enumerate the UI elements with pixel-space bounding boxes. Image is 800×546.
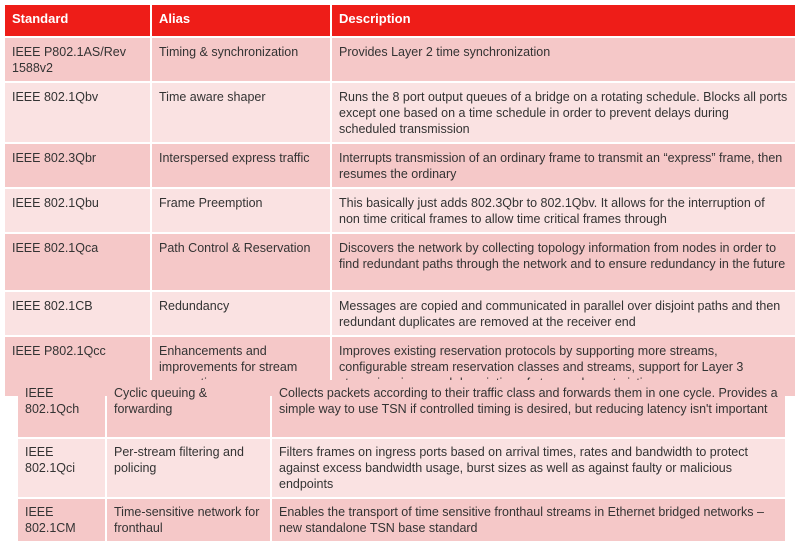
cell-alias: Time aware shaper [152, 83, 330, 142]
cell-standard: IEEE 802.3Qbr [5, 144, 150, 187]
table-row: IEEE 802.3Qbr Interspersed express traffi… [5, 144, 795, 187]
cell-standard: IEEE 802.1CB [5, 292, 150, 335]
table-row: IEEE 802.1Qbu Frame Preemption This basica… [5, 189, 795, 232]
header-standard: Standard [5, 5, 150, 36]
table-row: IEEE P802.1AS/Rev 1588v2 Timing & synchro… [5, 38, 795, 81]
cell-description: Discovers the network by collecting topo… [332, 234, 795, 290]
cell-alias: Frame Preemption [152, 189, 330, 232]
cell-alias: Cyclic queuing & forwarding [107, 380, 270, 437]
cell-alias: Time-sensitive network for fronthaul [107, 499, 270, 541]
table-row: IEEE 802.1Qci Per-stream filtering and po… [18, 439, 785, 497]
table-row: IEEE 802.1CM Time-sensitive network for f… [18, 499, 785, 541]
cell-standard: IEEE 802.1Qbv [5, 83, 150, 142]
cell-description: This basically just adds 802.3Qbr to 802… [332, 189, 795, 232]
cell-standard: IEEE P802.1AS/Rev 1588v2 [5, 38, 150, 81]
cell-description: Collects packets according to their traf… [272, 380, 785, 437]
header-alias: Alias [152, 5, 330, 36]
cell-standard: IEEE 802.1Qbu [5, 189, 150, 232]
cell-description: Interrupts transmission of an ordinary f… [332, 144, 795, 187]
cell-standard: IEEE 802.1Qci [18, 439, 105, 497]
cell-alias: Interspersed express traffic [152, 144, 330, 187]
cell-alias: Path Control & Reservation [152, 234, 330, 290]
cell-description: Runs the 8 port output queues of a bridg… [332, 83, 795, 142]
cell-description: Filters frames on ingress ports based on… [272, 439, 785, 497]
tsn-standards-table-continued: IEEE 802.1Qch Cyclic queuing & forwarding… [16, 378, 787, 543]
cell-description: Enables the transport of time sensitive … [272, 499, 785, 541]
cell-alias: Redundancy [152, 292, 330, 335]
table-row: IEEE 802.1Qch Cyclic queuing & forwarding… [18, 380, 785, 437]
header-description: Description [332, 5, 795, 36]
table-row: IEEE 802.1CB Redundancy Messages are copie… [5, 292, 795, 335]
cell-alias: Per-stream filtering and policing [107, 439, 270, 497]
tsn-standards-table: Standard Alias Description IEEE P802.1AS… [3, 3, 797, 398]
cell-standard: IEEE 802.1CM [18, 499, 105, 541]
table-row: IEEE 802.1Qca Path Control & Reservation D… [5, 234, 795, 290]
cell-description: Messages are copied and communicated in … [332, 292, 795, 335]
header-row: Standard Alias Description [5, 5, 795, 36]
cell-standard: IEEE 802.1Qch [18, 380, 105, 437]
cell-standard: IEEE 802.1Qca [5, 234, 150, 290]
cell-alias: Timing & synchronization [152, 38, 330, 81]
cell-description: Provides Layer 2 time synchronization [332, 38, 795, 81]
table-row: IEEE 802.1Qbv Time aware shaper Runs the 8… [5, 83, 795, 142]
